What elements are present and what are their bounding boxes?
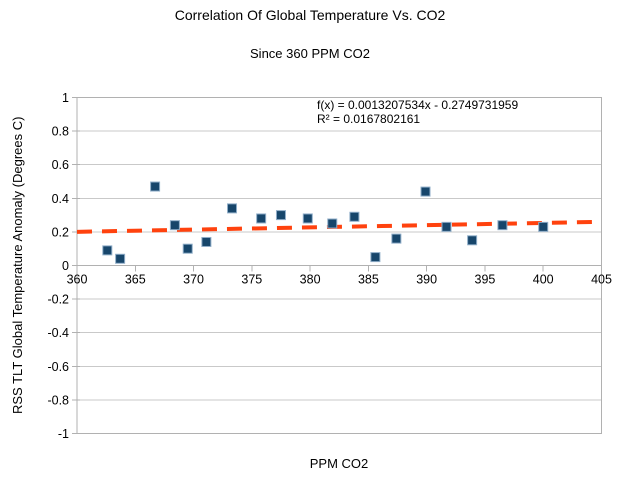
- x-axis-title: PPM CO2: [309, 456, 369, 471]
- data-point: [302, 213, 313, 224]
- y-tick-label: -0.6: [47, 360, 69, 374]
- data-point: [538, 221, 549, 232]
- data-point: [327, 218, 338, 229]
- data-point: [420, 186, 431, 197]
- data-point: [227, 203, 238, 214]
- chart-title: Correlation Of Global Temperature Vs. CO…: [174, 7, 446, 23]
- data-point: [275, 210, 286, 221]
- y-tick-label: 0.4: [52, 192, 69, 206]
- data-point: [182, 243, 193, 254]
- x-tick-label: 390: [416, 273, 437, 287]
- data-point: [349, 211, 360, 222]
- data-point: [370, 252, 381, 263]
- data-point: [169, 220, 180, 231]
- x-tick-label: 360: [67, 273, 88, 287]
- data-point: [497, 220, 508, 231]
- x-tick-label: 400: [533, 273, 554, 287]
- trendline-equation: f(x) = 0.0013207534x - 0.2749731959: [317, 98, 519, 112]
- y-tick-label: -1: [58, 427, 69, 441]
- data-point: [256, 213, 267, 224]
- y-tick-label: 0.8: [52, 125, 69, 139]
- y-tick-label: 0: [62, 259, 69, 273]
- x-tick-label: 405: [591, 273, 612, 287]
- data-point: [150, 181, 161, 192]
- trendline-r-squared: R² = 0.0167802161: [317, 111, 421, 126]
- data-point: [391, 233, 402, 244]
- data-point: [115, 253, 126, 264]
- y-tick-label: 0.6: [52, 158, 69, 172]
- y-tick-label: 0.2: [52, 225, 69, 239]
- y-tick-label: -0.8: [47, 393, 69, 407]
- x-tick-label: 395: [475, 273, 496, 287]
- chart-subtitle: Since 360 PPM CO2: [250, 46, 370, 61]
- trendline-annotation: f(x) = 0.0013207534x - 0.2749731959 R² =…: [317, 98, 519, 126]
- y-tick-label: 1: [62, 91, 69, 105]
- y-tick-label: -0.4: [47, 326, 69, 340]
- data-point: [201, 236, 212, 247]
- x-tick-label: 380: [300, 273, 321, 287]
- x-tick-label: 375: [241, 273, 262, 287]
- x-tick-label: 370: [183, 273, 204, 287]
- x-tick-label: 385: [358, 273, 379, 287]
- x-tick-label: 365: [125, 273, 146, 287]
- y-tick-label: -0.2: [47, 293, 69, 307]
- trend-line: [76, 219, 602, 234]
- data-point: [102, 245, 113, 256]
- data-point: [441, 221, 452, 232]
- data-point: [467, 235, 478, 246]
